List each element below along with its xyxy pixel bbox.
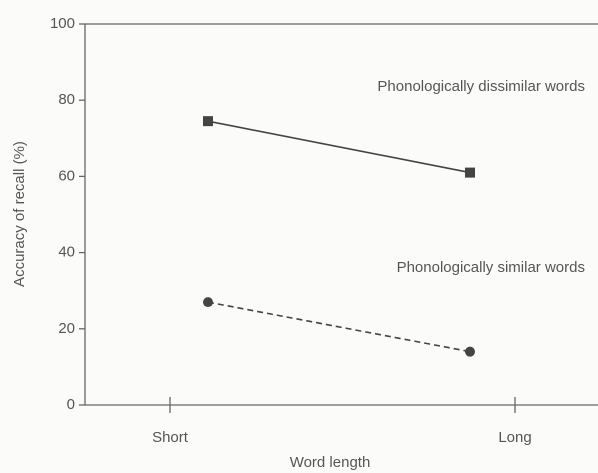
y-tick-label: 40 [58,244,75,261]
x-axis-label: Word length [290,454,371,471]
y-axis-label: Accuracy of recall (%) [11,141,28,287]
y-tick-label: 80 [58,91,75,108]
series-label: Phonologically similar words [397,259,585,276]
y-tick-label: 0 [67,396,75,413]
series-label: Phonologically dissimilar words [377,78,585,95]
marker [465,167,475,178]
y-tick-label: 60 [58,167,75,184]
series-line [207,120,471,174]
y-tick-label: 100 [50,15,75,32]
marker [203,116,213,127]
y-tick-label: 20 [58,320,75,337]
marker [203,297,213,308]
series-line [207,301,471,353]
x-tick-label: Long [498,429,531,446]
x-tick-label: Short [152,429,189,446]
marker [465,346,475,357]
